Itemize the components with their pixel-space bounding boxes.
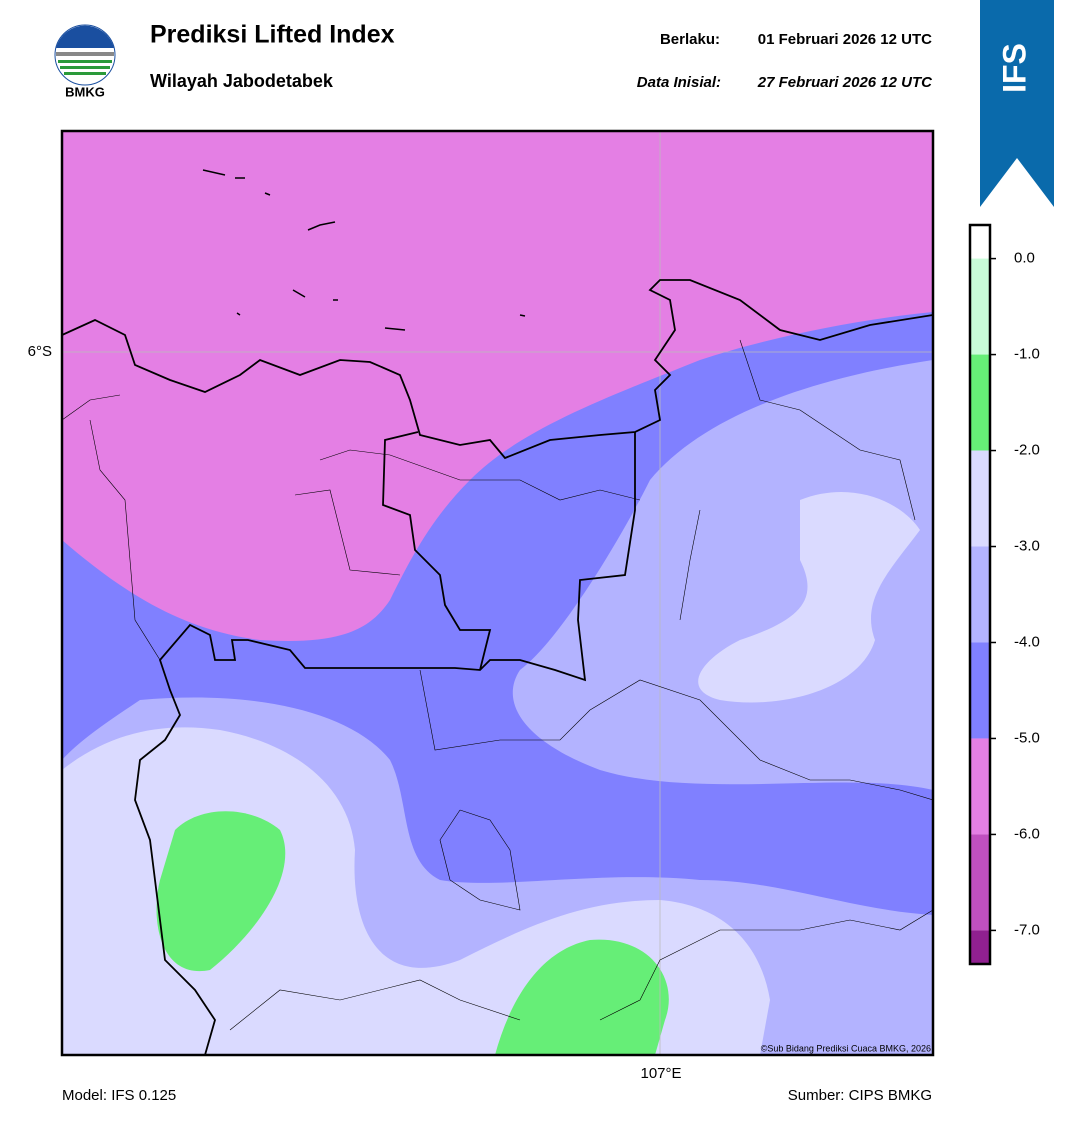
banner-text: IFS [996,43,1032,93]
subtitle: Wilayah Jabodetabek [150,71,334,91]
colorbar-tick-label: 0.0 [1014,250,1035,267]
colorbar-tick-label: -7.0 [1014,921,1040,938]
credit: ©Sub Bidang Prediksi Cuaca BMKG, 2026 [761,1043,931,1053]
colorbar-segment [970,450,990,547]
colorbar-segment [970,930,990,964]
colorbar-segment [970,834,990,931]
bmkg-logo: BMKG [54,24,116,99]
colorbar-tick-label: -2.0 [1014,442,1040,459]
logo-text: BMKG [65,84,105,99]
title: Prediksi Lifted Index [150,21,395,49]
init-value: 27 Februari 2026 12 UTC [757,74,933,91]
colorbar-tick-label: -5.0 [1014,729,1040,746]
colorbar-tick-label: -6.0 [1014,825,1040,842]
colorbar-segment [970,258,990,355]
colorbar-tick-label: -3.0 [1014,537,1040,554]
footer-model: Model: IFS 0.125 [62,1087,176,1104]
lon-label: 107°E [640,1065,681,1082]
footer-source: Sumber: CIPS BMKG [788,1087,932,1104]
colorbar-segment [970,738,990,835]
colorbar-segment [970,546,990,643]
colorbar: 0.0 -1.0 -2.0 -3.0 -4.0 -5.0 -6.0 -7.0 [968,223,1040,966]
colorbar-tick-label: -1.0 [1014,346,1040,363]
map [62,131,933,1055]
init-label: Data Inisial: [637,74,721,91]
lat-label: 6°S [28,343,52,360]
colorbar-tick-label: -4.0 [1014,633,1040,650]
colorbar-segment [970,354,990,451]
colorbar-segment [970,225,990,259]
valid-label: Berlaku: [660,31,720,48]
colorbar-frame [968,223,992,966]
colorbar-segment [970,642,990,739]
banner [980,0,1054,207]
valid-value: 01 Februari 2026 12 UTC [758,31,932,48]
map-frame [60,129,935,1057]
